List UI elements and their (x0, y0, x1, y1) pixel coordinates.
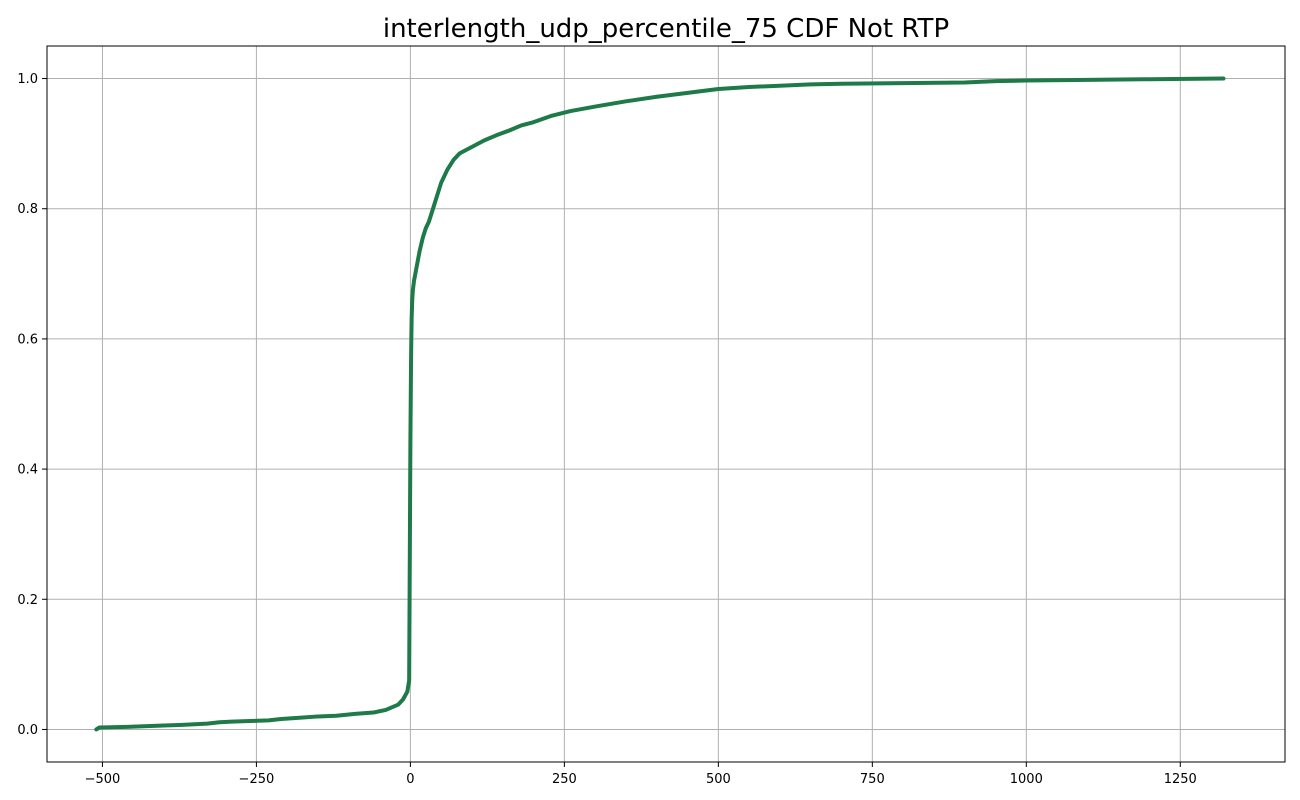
plot-area-frame (46, 45, 1286, 763)
y-tick-label: 0.0 (17, 723, 38, 738)
x-tick-label: 250 (552, 772, 577, 787)
x-tick-label: 500 (706, 772, 731, 787)
y-tick-label: 0.4 (17, 463, 38, 478)
x-tick-label: 0 (406, 772, 414, 787)
series-layer (94, 76, 1226, 732)
x-tick-label: 750 (860, 772, 885, 787)
x-tick-label: 1000 (1010, 772, 1043, 787)
grid-lines (47, 46, 1285, 762)
y-tick-label: 0.6 (17, 332, 38, 347)
cdf-series-line-0 (94, 76, 1226, 732)
x-tick-label: −250 (239, 772, 275, 787)
x-tick-label: −500 (85, 772, 121, 787)
axis-ticks: −500 −250 0 250 500 750 1000 1250 0.0 0.2 0.4 0.6 0.… (17, 72, 1197, 787)
y-tick-label: 0.2 (17, 593, 38, 608)
y-tick-label: 1.0 (17, 72, 38, 87)
y-tick-label: 0.8 (17, 202, 38, 217)
x-tick-label: 1250 (1164, 772, 1197, 787)
chart-title: interlength_udp_percentile_75 CDF Not RT… (383, 14, 949, 44)
